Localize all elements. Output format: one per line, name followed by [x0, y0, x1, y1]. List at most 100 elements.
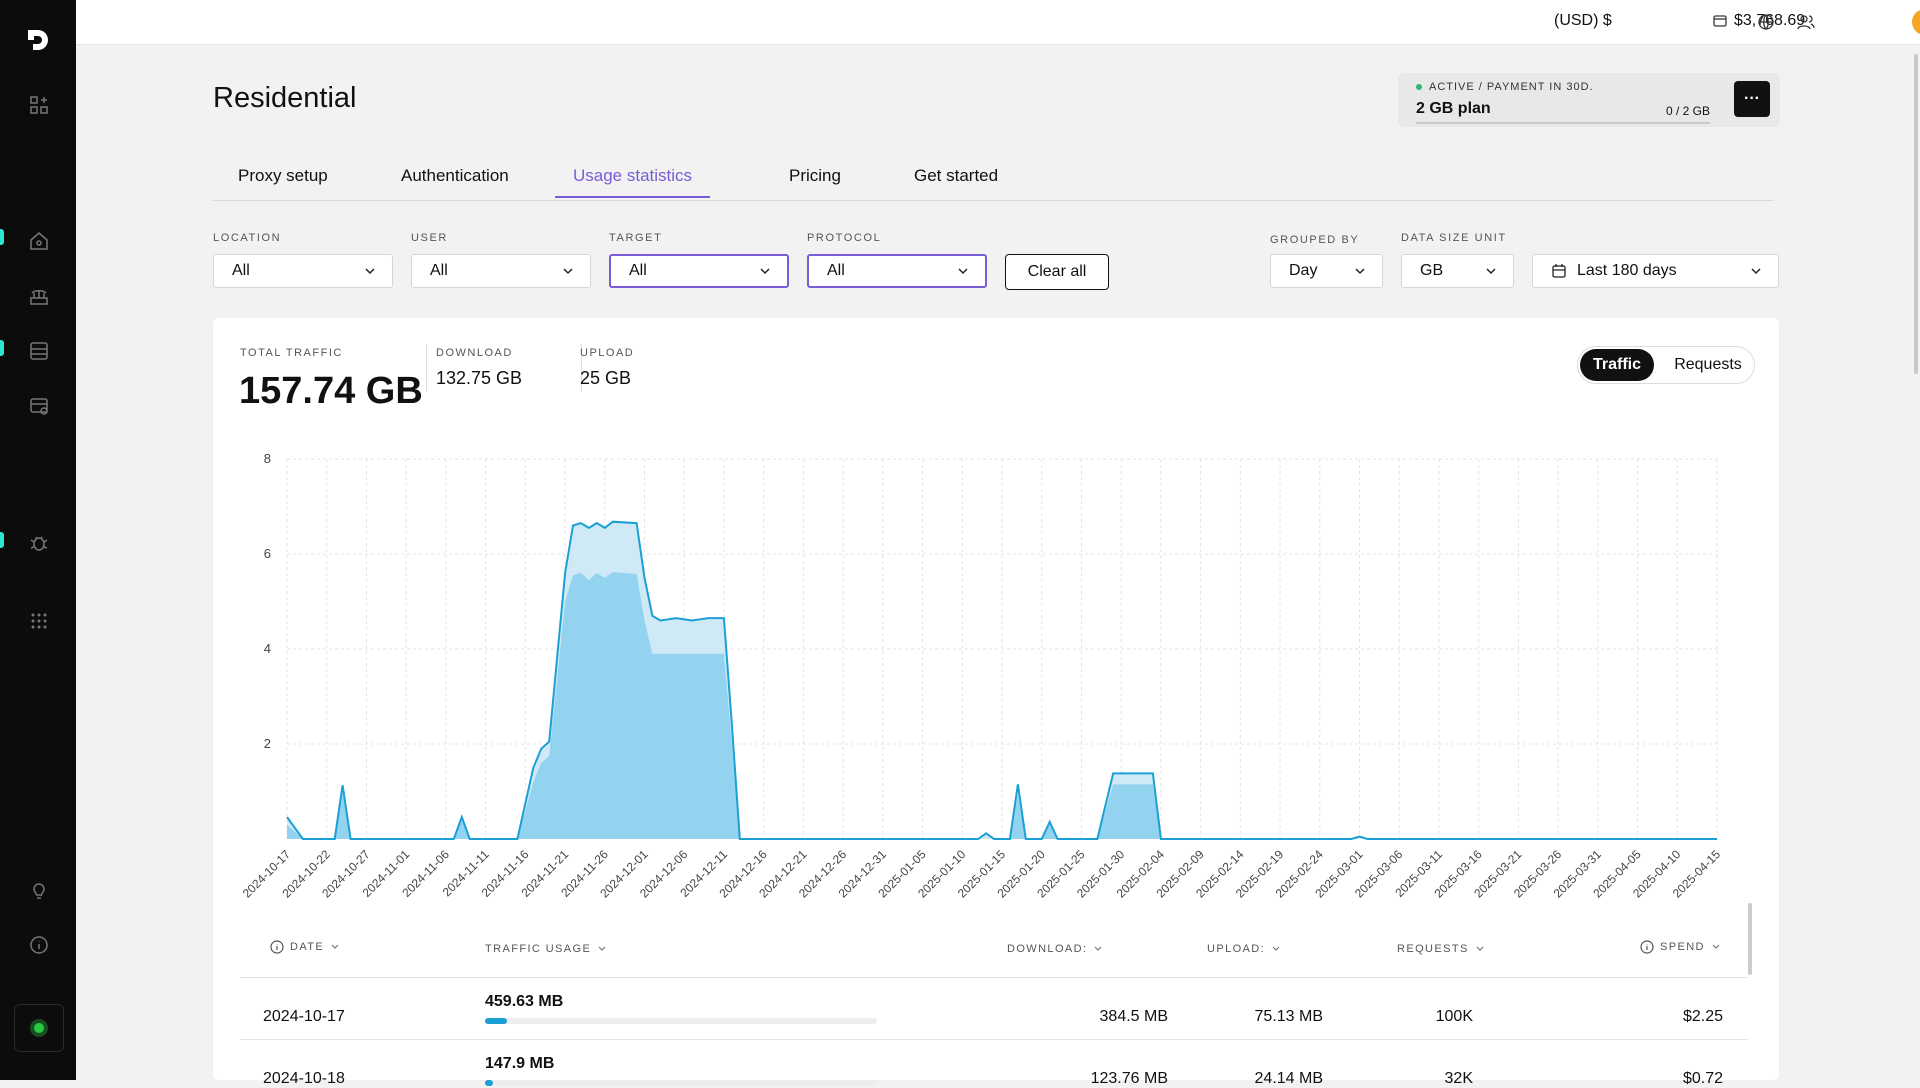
users-icon[interactable]: [1796, 12, 1816, 32]
server-icon[interactable]: [26, 338, 52, 364]
header-divider: [240, 977, 1748, 978]
scrollbar-thumb[interactable]: [1914, 54, 1918, 374]
series-total-line: [286, 520, 1717, 840]
tab-get-started[interactable]: Get started: [914, 166, 999, 185]
row-upload: 24.14 MB: [1254, 1070, 1323, 1087]
status-indicator[interactable]: [14, 1004, 64, 1052]
requests-column-header[interactable]: REQUESTS: [1397, 943, 1485, 955]
page-scrollbar[interactable]: [1912, 44, 1920, 1080]
tab-bar: Proxy setup Authentication Usage statist…: [213, 158, 1773, 201]
avatar[interactable]: [1912, 9, 1920, 35]
protocol-value: All: [827, 262, 845, 279]
usage-bar: [485, 1080, 877, 1086]
balance[interactable]: $3,768.69: [1712, 12, 1805, 30]
plan-usage-bar: [1416, 122, 1710, 124]
data-size-unit-select[interactable]: GB: [1401, 254, 1514, 288]
plan-card: ACTIVE / PAYMENT IN 30D. 2 GB plan 0 / 2…: [1398, 73, 1780, 127]
lightbulb-icon[interactable]: [26, 878, 52, 904]
tab-usage-statistics[interactable]: Usage statistics: [555, 166, 711, 198]
currency-selector[interactable]: (USD) $: [1554, 12, 1612, 29]
grouped-by-value: Day: [1289, 262, 1318, 279]
info-icon: [1640, 940, 1654, 954]
traffic-chart: 24682024-10-172024-10-222024-10-272024-1…: [240, 451, 1724, 901]
table-scrollbar[interactable]: [1748, 903, 1752, 975]
globe-icon[interactable]: [1756, 12, 1776, 32]
billing-icon[interactable]: [26, 393, 52, 419]
grouped-by-select[interactable]: Day: [1270, 254, 1383, 288]
metric-toggle: Traffic Requests: [1577, 346, 1755, 384]
y-tick-label: 8: [264, 451, 271, 466]
data-size-unit-value: GB: [1420, 262, 1444, 279]
chevron-down-icon: [563, 268, 573, 275]
date-range-select[interactable]: Last 180 days: [1532, 254, 1779, 288]
protocol-select[interactable]: All: [807, 254, 987, 288]
sort-chevron-icon: [1712, 944, 1720, 949]
statistics-panel: TOTAL TRAFFIC 157.74 GB DOWNLOAD 132.75 …: [213, 318, 1779, 1087]
upload-column-label: UPLOAD:: [1207, 943, 1266, 955]
row-upload: 75.13 MB: [1254, 1008, 1323, 1025]
download-column-label: DOWNLOAD:: [1007, 943, 1088, 955]
tab-authentication[interactable]: Authentication: [401, 166, 509, 185]
tab-proxy-setup[interactable]: Proxy setup: [238, 166, 328, 185]
row-spend: $0.72: [1682, 1070, 1723, 1087]
apps-grid-icon[interactable]: [26, 608, 52, 634]
target-value: All: [629, 262, 647, 279]
requests-column-label: REQUESTS: [1397, 943, 1469, 955]
date-column-label: DATE: [290, 941, 325, 953]
user-label: USER: [411, 232, 448, 244]
sort-chevron-icon: [1476, 946, 1484, 951]
row-date: 2024-10-17: [263, 1008, 345, 1025]
download-column-header[interactable]: DOWNLOAD:: [1007, 943, 1103, 955]
active-marker: [0, 340, 4, 356]
series-download-area: [287, 572, 1717, 839]
traffic-usage-column-header[interactable]: TRAFFIC USAGE: [485, 943, 607, 955]
row-divider: [240, 1039, 1748, 1040]
row-usage: 459.63 MB: [485, 993, 564, 1010]
chevron-down-icon: [760, 268, 770, 275]
target-select[interactable]: All: [609, 254, 789, 288]
tab-pricing[interactable]: Pricing: [789, 166, 841, 185]
clear-all-button[interactable]: Clear all: [1005, 254, 1109, 290]
logo-icon[interactable]: [24, 26, 52, 54]
info-icon[interactable]: [26, 932, 52, 958]
dashboard-add-icon[interactable]: [26, 92, 52, 118]
row-requests: 100K: [1435, 1008, 1473, 1025]
status-dot: [1416, 84, 1422, 90]
upload-label: UPLOAD: [580, 347, 635, 359]
traffic-toggle-button[interactable]: Traffic: [1580, 349, 1654, 381]
user-value: All: [430, 262, 448, 279]
usage-bar-fill: [485, 1018, 507, 1024]
plan-name: 2 GB plan: [1416, 100, 1491, 117]
requests-toggle-button[interactable]: Requests: [1674, 356, 1742, 373]
sidebar: [0, 0, 76, 1080]
active-marker: [0, 229, 4, 245]
usage-bar-fill: [485, 1080, 493, 1086]
bug-icon[interactable]: [26, 530, 52, 556]
calendar-icon: [1552, 264, 1566, 278]
location-value: All: [232, 262, 250, 279]
home-icon[interactable]: [26, 228, 52, 254]
chevron-down-icon: [1486, 268, 1496, 275]
location-select[interactable]: All: [213, 254, 393, 288]
network-icon[interactable]: [26, 283, 52, 309]
page-title: Residential: [213, 82, 357, 114]
chevron-down-icon: [958, 268, 968, 275]
user-select[interactable]: All: [411, 254, 591, 288]
spend-column-header[interactable]: SPEND: [1640, 940, 1721, 954]
more-options-button[interactable]: ···: [1734, 81, 1770, 117]
row-requests: 32K: [1444, 1070, 1473, 1087]
date-column-header[interactable]: DATE: [270, 940, 340, 954]
upload-column-header[interactable]: UPLOAD:: [1207, 943, 1281, 955]
info-icon: [270, 940, 284, 954]
traffic-usage-column-label: TRAFFIC USAGE: [485, 943, 592, 955]
data-size-unit-label: DATA SIZE UNIT: [1401, 232, 1507, 244]
upload-value: 25 GB: [580, 368, 632, 388]
row-usage: 147.9 MB: [485, 1055, 555, 1072]
balance-amount: $3,768.69: [1734, 12, 1806, 29]
online-dot: [34, 1023, 44, 1033]
wallet-icon: [1713, 15, 1727, 27]
total-traffic-value: 157.74 GB: [239, 370, 423, 412]
download-label: DOWNLOAD: [436, 347, 513, 359]
divider: [581, 344, 582, 392]
target-label: TARGET: [609, 232, 663, 244]
